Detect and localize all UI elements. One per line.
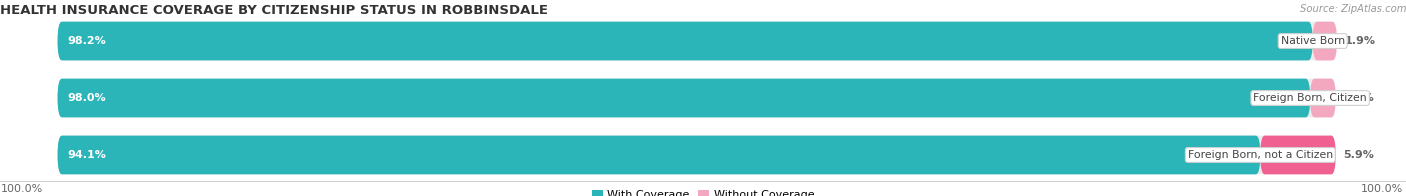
FancyBboxPatch shape (58, 136, 1260, 174)
FancyBboxPatch shape (58, 136, 1336, 174)
Text: Native Born: Native Born (1281, 36, 1344, 46)
Text: Source: ZipAtlas.com: Source: ZipAtlas.com (1299, 4, 1406, 14)
Text: 5.9%: 5.9% (1343, 150, 1374, 160)
Text: 98.2%: 98.2% (67, 36, 107, 46)
FancyBboxPatch shape (1313, 22, 1337, 60)
FancyBboxPatch shape (1310, 79, 1336, 117)
Text: 94.1%: 94.1% (67, 150, 107, 160)
Text: 100.0%: 100.0% (1361, 184, 1403, 194)
FancyBboxPatch shape (58, 22, 1336, 60)
FancyBboxPatch shape (1260, 136, 1336, 174)
FancyBboxPatch shape (58, 79, 1310, 117)
Text: 98.0%: 98.0% (67, 93, 107, 103)
FancyBboxPatch shape (58, 22, 1313, 60)
FancyBboxPatch shape (58, 79, 1336, 117)
Text: HEALTH INSURANCE COVERAGE BY CITIZENSHIP STATUS IN ROBBINSDALE: HEALTH INSURANCE COVERAGE BY CITIZENSHIP… (0, 4, 548, 17)
Text: Foreign Born, Citizen: Foreign Born, Citizen (1253, 93, 1367, 103)
Text: Foreign Born, not a Citizen: Foreign Born, not a Citizen (1188, 150, 1333, 160)
Text: 2.0%: 2.0% (1343, 93, 1374, 103)
Legend: With Coverage, Without Coverage: With Coverage, Without Coverage (592, 190, 814, 196)
Text: 1.9%: 1.9% (1344, 36, 1375, 46)
Text: 100.0%: 100.0% (1, 184, 44, 194)
